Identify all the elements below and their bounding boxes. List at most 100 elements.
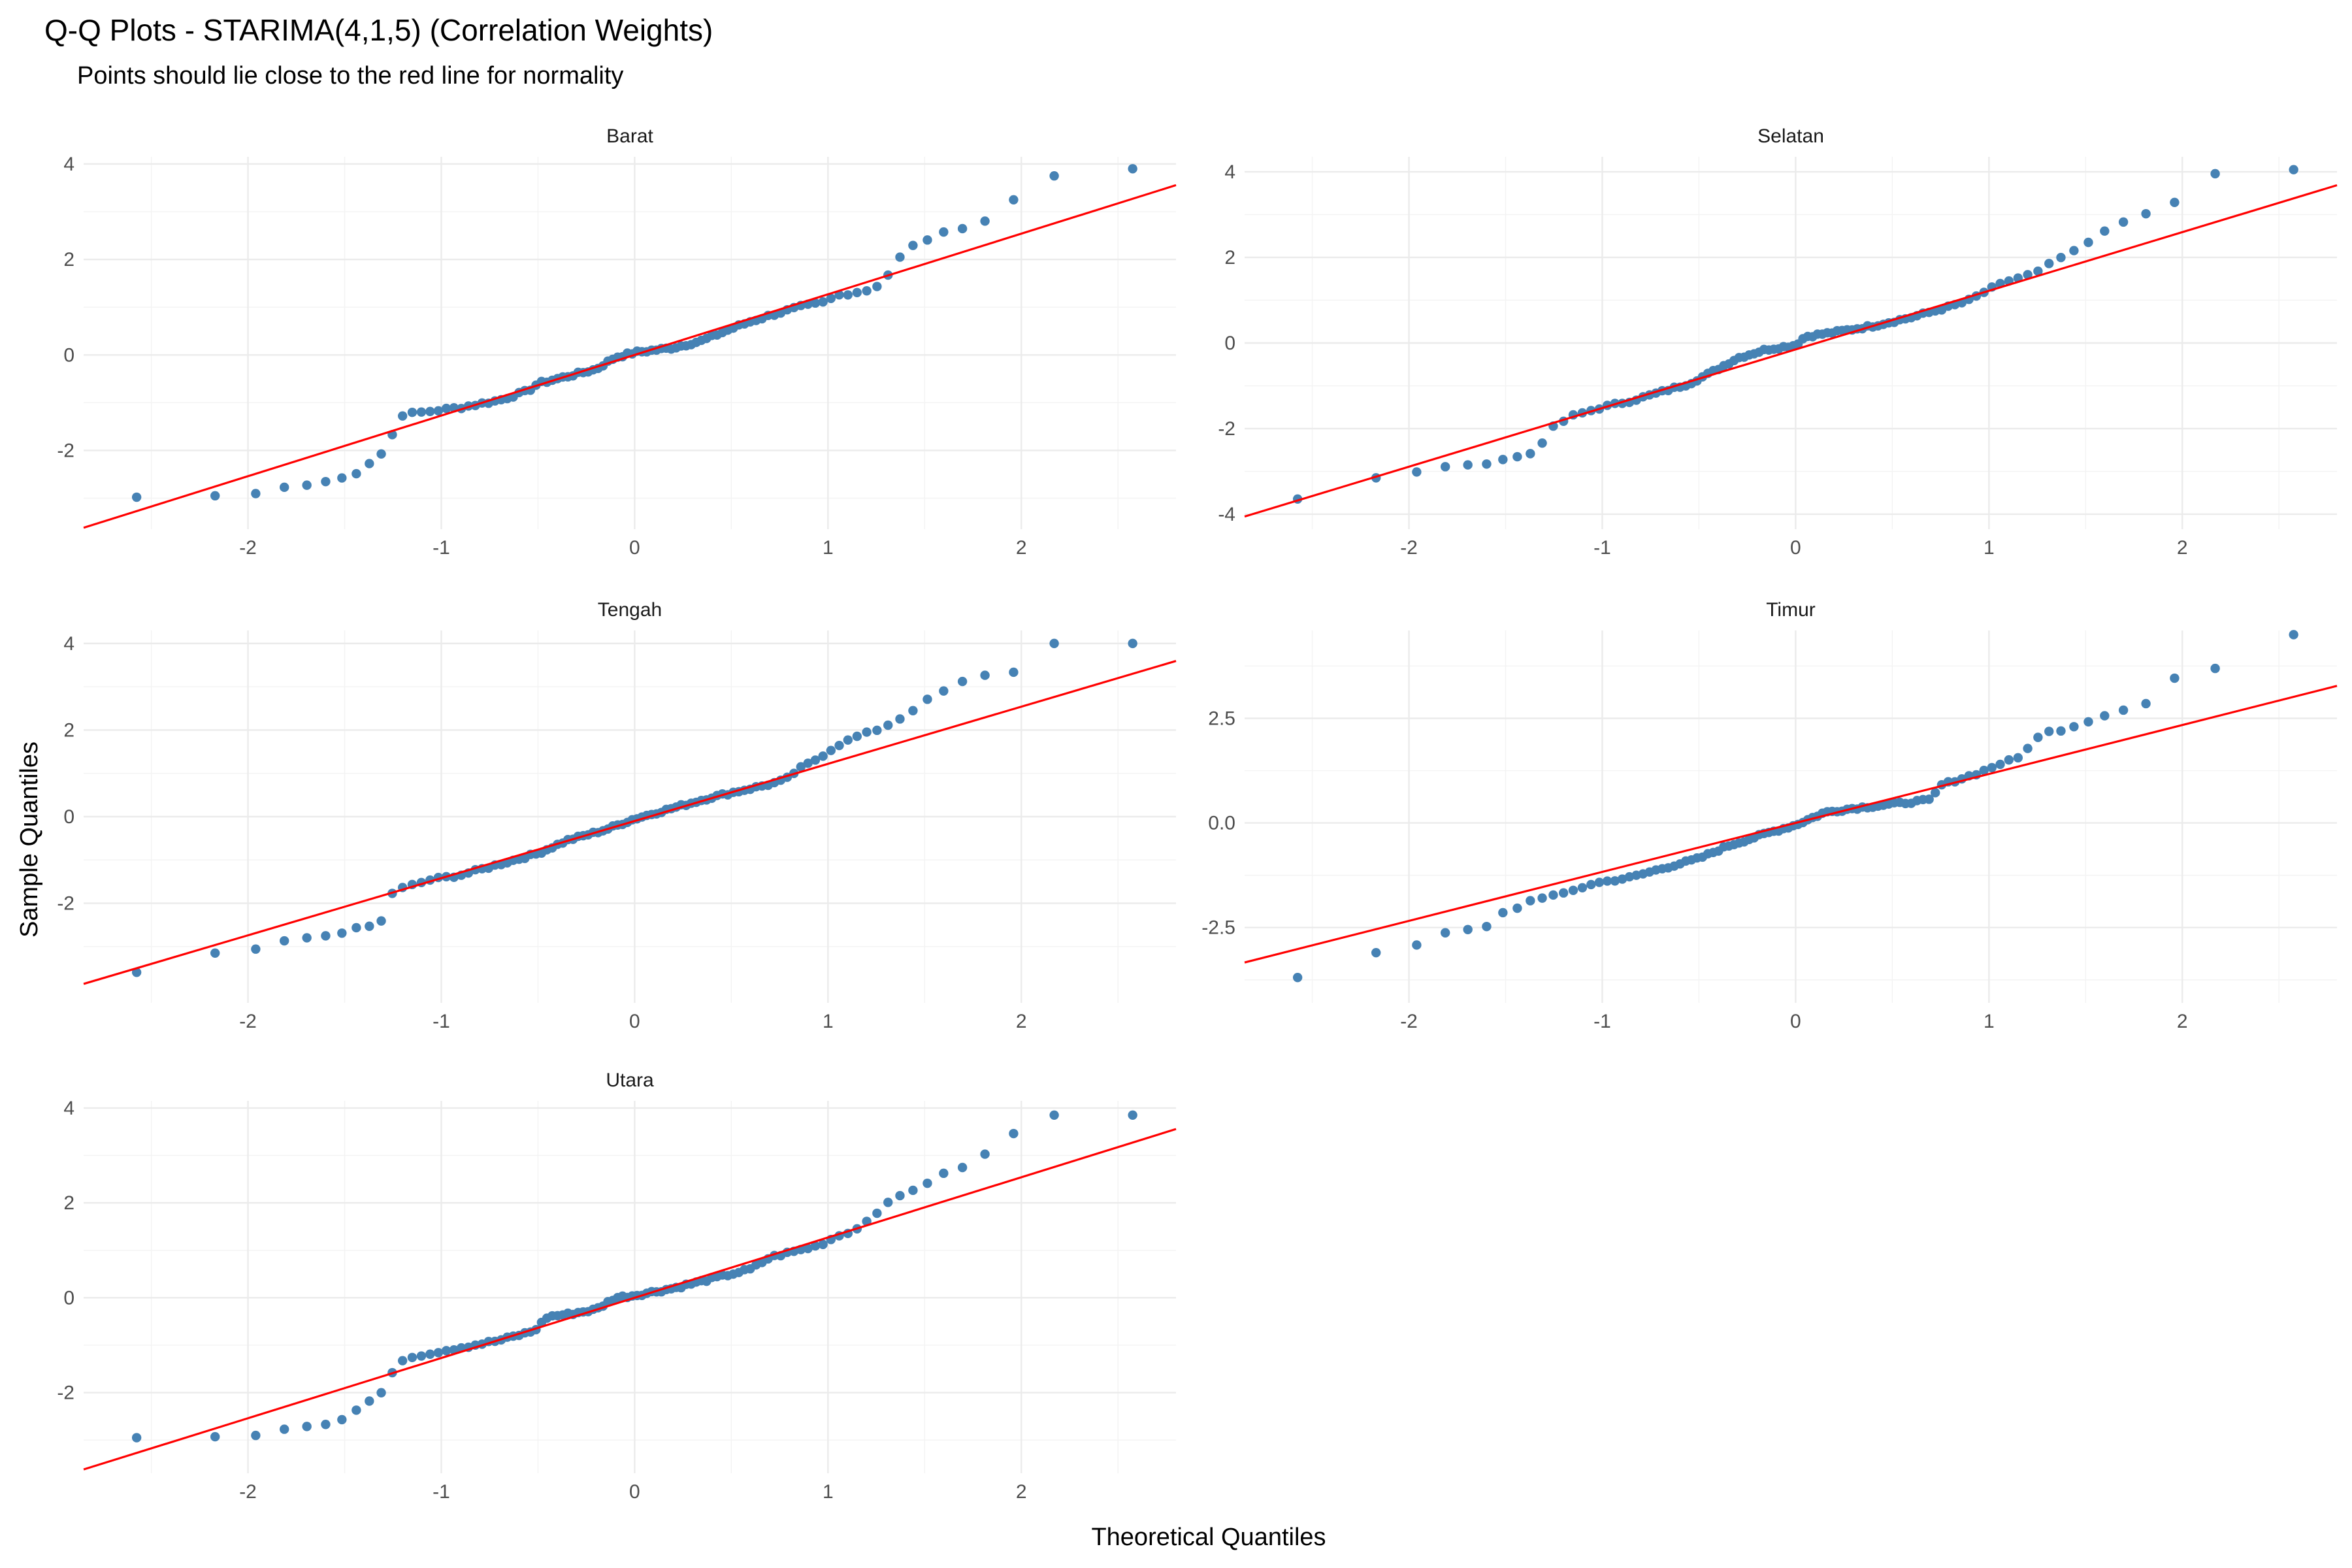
qq-point: [1586, 879, 1596, 890]
x-tick-label: 0: [1790, 537, 1801, 559]
qq-point: [2056, 726, 2066, 736]
y-tick-label: -2.5: [1201, 917, 1235, 939]
qq-point: [2044, 259, 2054, 269]
y-axis-title: Sample Quantiles: [16, 742, 43, 938]
qq-point: [302, 1422, 312, 1431]
x-tick-label: 2: [1016, 537, 1027, 559]
chart-title: Q-Q Plots - STARIMA(4,1,5) (Correlation …: [44, 13, 713, 47]
facet-tengah: Tengah -2 -1 0 1 2 -2 0 2 4: [57, 599, 1177, 1032]
qq-point: [883, 720, 893, 730]
qq-point: [2289, 630, 2298, 640]
qq-point: [1049, 638, 1059, 649]
qq-point: [365, 459, 374, 468]
qq-point: [280, 936, 289, 946]
y-tick-label: -2: [57, 440, 74, 461]
qq-point: [1498, 907, 1508, 918]
qq-point: [1371, 947, 1381, 958]
qq-point: [843, 735, 853, 745]
qq-point: [826, 745, 836, 755]
x-tick-label: -1: [433, 537, 450, 559]
qq-point: [1463, 460, 1473, 470]
qq-point: [1441, 462, 1450, 472]
qq-point: [803, 1243, 813, 1254]
y-tick-label: 0.0: [1208, 813, 1235, 834]
qq-point: [1987, 762, 1997, 773]
qq-point: [908, 240, 918, 250]
qq-point: [210, 491, 220, 501]
qq-point: [980, 1149, 990, 1159]
qq-point: [1049, 171, 1059, 181]
y-tick-label: 2.5: [1208, 708, 1235, 729]
qq-point: [1610, 876, 1620, 886]
y-tick-label: 0: [63, 1287, 74, 1309]
qq-point: [376, 1388, 386, 1397]
x-tick-label: 1: [823, 1011, 834, 1032]
qq-point: [321, 931, 331, 941]
qq-point: [810, 755, 821, 765]
qq-point: [818, 751, 828, 761]
qq-point: [425, 1349, 435, 1359]
qq-point: [2100, 226, 2110, 236]
reference-line: [1244, 184, 2338, 518]
qq-point: [1617, 874, 1627, 884]
facet-strip-label: Utara: [606, 1070, 654, 1091]
facet-barat: Barat -2 -1 0 1 2 -2 0 2 4: [57, 125, 1177, 559]
qq-point: [818, 297, 828, 307]
qq-point: [2170, 673, 2180, 683]
qq-point: [1548, 890, 1558, 900]
qq-point: [433, 406, 444, 416]
qq-point: [1049, 1110, 1059, 1120]
qq-point: [2044, 727, 2054, 736]
qq-point: [923, 694, 932, 704]
qq-point: [810, 298, 821, 308]
qq-point: [1526, 896, 1535, 906]
qq-point: [1537, 438, 1547, 448]
qq-point: [441, 403, 451, 414]
qq-point: [872, 725, 882, 736]
x-tick-label: 0: [629, 537, 640, 559]
qq-point: [251, 1430, 261, 1441]
y-tick-label: 4: [63, 154, 74, 175]
qq-point: [1482, 921, 1492, 932]
qq-point: [1924, 794, 1934, 804]
x-tick-label: 2: [1016, 1011, 1027, 1032]
qq-point: [957, 1162, 968, 1173]
qq-point: [939, 1168, 949, 1179]
qq-point: [803, 758, 813, 768]
qq-point: [2069, 722, 2079, 732]
qq-point: [895, 252, 905, 262]
chart-subtitle: Points should lie close to the red line …: [77, 62, 623, 90]
reference-line: [83, 1128, 1177, 1471]
qq-point: [397, 1356, 408, 1365]
y-tick-label: -2: [57, 893, 74, 915]
facet-strip-label: Barat: [606, 125, 653, 147]
y-tick-label: 4: [1224, 161, 1235, 183]
qq-point: [843, 290, 853, 300]
qq-point: [862, 286, 872, 296]
y-tick-label: -4: [1218, 504, 1235, 525]
y-tick-label: 2: [63, 1192, 74, 1214]
qq-point: [826, 293, 836, 303]
x-tick-label: 2: [2177, 1011, 2188, 1032]
facet-strip-label: Selatan: [1757, 125, 1824, 147]
qq-point: [2023, 743, 2033, 753]
qq-point: [796, 762, 806, 772]
qq-point: [407, 1352, 417, 1362]
qq-point: [2069, 246, 2079, 255]
qq-point: [337, 1414, 347, 1425]
y-tick-label: 4: [63, 1098, 74, 1119]
qq-point: [2083, 717, 2093, 727]
x-tick-label: 0: [1790, 1011, 1801, 1032]
x-tick-label: -1: [1593, 1011, 1611, 1032]
qq-point: [2033, 732, 2043, 742]
qq-point: [280, 1424, 289, 1434]
qq-point: [1568, 885, 1578, 895]
qq-point: [908, 706, 918, 715]
y-tick-label: 4: [63, 633, 74, 655]
qq-point: [810, 1241, 821, 1251]
qq-point: [852, 731, 862, 742]
qq-point: [407, 407, 417, 417]
qq-point: [210, 1431, 220, 1442]
